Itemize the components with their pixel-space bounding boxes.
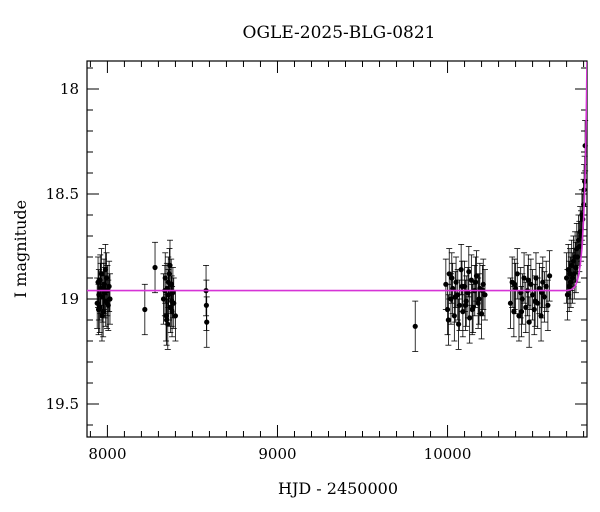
data-point <box>95 306 102 313</box>
data-point <box>107 296 113 302</box>
data-point <box>473 279 479 285</box>
data-point <box>523 304 529 310</box>
y-tick-label: 18.5 <box>46 185 79 203</box>
data-point <box>529 292 536 298</box>
data-point <box>204 319 210 325</box>
data-point <box>569 275 576 281</box>
data-point <box>539 290 545 296</box>
data-point <box>163 317 170 323</box>
data-point <box>545 302 551 308</box>
chart-title: OGLE-2025-BLG-0821 <box>243 23 436 43</box>
data-point <box>104 300 110 306</box>
data-point <box>570 258 576 264</box>
data-point <box>482 292 488 298</box>
data-point <box>566 283 572 289</box>
data-point <box>480 281 486 287</box>
data-point <box>466 269 472 275</box>
data-point <box>99 313 105 319</box>
data-point <box>541 294 548 300</box>
data-point <box>142 306 148 313</box>
data-point <box>476 296 482 302</box>
data-point <box>525 277 531 283</box>
data-point <box>456 302 463 308</box>
data-point <box>526 319 532 325</box>
data-point <box>101 285 107 292</box>
data-point <box>567 271 573 277</box>
plot-area: 8000 9000 10000 18 18.5 19 19.5 <box>46 60 589 463</box>
data-point <box>449 275 455 281</box>
data-point <box>475 300 481 306</box>
data-point <box>538 313 544 319</box>
data-point <box>102 267 108 273</box>
data-point <box>518 309 525 315</box>
data-point <box>540 279 546 285</box>
data-point <box>451 313 457 319</box>
data-point <box>169 298 175 304</box>
data-point <box>462 302 469 308</box>
y-axis-label: I magnitude <box>11 200 30 298</box>
data-point <box>97 277 103 283</box>
data-point <box>459 283 465 289</box>
data-point <box>452 294 458 300</box>
data-point <box>455 321 462 327</box>
data-point <box>521 275 527 281</box>
data-point <box>536 285 542 292</box>
data-point <box>511 309 517 315</box>
data-point <box>519 296 525 302</box>
data-point <box>478 311 485 317</box>
data-point <box>445 317 451 323</box>
x-tick-label: 9000 <box>258 445 296 463</box>
y-tick-label: 19.5 <box>46 395 79 413</box>
data-point <box>565 267 571 273</box>
data-point <box>448 296 454 302</box>
data-point <box>532 298 538 304</box>
x-axis-label: HJD - 2450000 <box>278 479 398 498</box>
data-point <box>546 273 553 279</box>
data-point <box>573 264 579 271</box>
data-point <box>516 313 522 319</box>
y-tick-label: 19 <box>60 290 79 308</box>
plot-frame <box>86 60 588 438</box>
data-point <box>577 229 583 235</box>
data-point <box>507 300 514 306</box>
data-point <box>165 279 171 285</box>
y-tick-label: 18 <box>60 80 79 98</box>
data-point <box>514 271 520 277</box>
data-point <box>473 273 480 279</box>
data-point <box>512 285 519 292</box>
data-point <box>512 281 518 287</box>
data-point <box>172 313 179 319</box>
data-point <box>575 237 582 243</box>
data-point <box>453 279 459 285</box>
data-point <box>468 277 474 283</box>
data-point <box>458 267 464 273</box>
data-point <box>543 283 549 289</box>
data-point <box>467 315 473 321</box>
data-point <box>106 283 112 289</box>
data-point <box>469 306 475 313</box>
data-point <box>450 285 456 292</box>
data-point <box>444 306 451 313</box>
data-point <box>463 298 469 304</box>
data-point <box>412 323 418 329</box>
data-point <box>152 264 158 271</box>
data-point <box>568 279 574 285</box>
x-tick-label: 8000 <box>88 445 126 463</box>
data-point <box>563 275 570 281</box>
data-point <box>576 243 582 250</box>
data-point <box>167 262 173 268</box>
data-point <box>528 281 534 287</box>
x-tick-label: 10000 <box>424 445 472 463</box>
model-curve <box>87 61 587 292</box>
data-point <box>569 262 575 268</box>
data-point <box>518 290 524 296</box>
data-point <box>531 306 537 313</box>
